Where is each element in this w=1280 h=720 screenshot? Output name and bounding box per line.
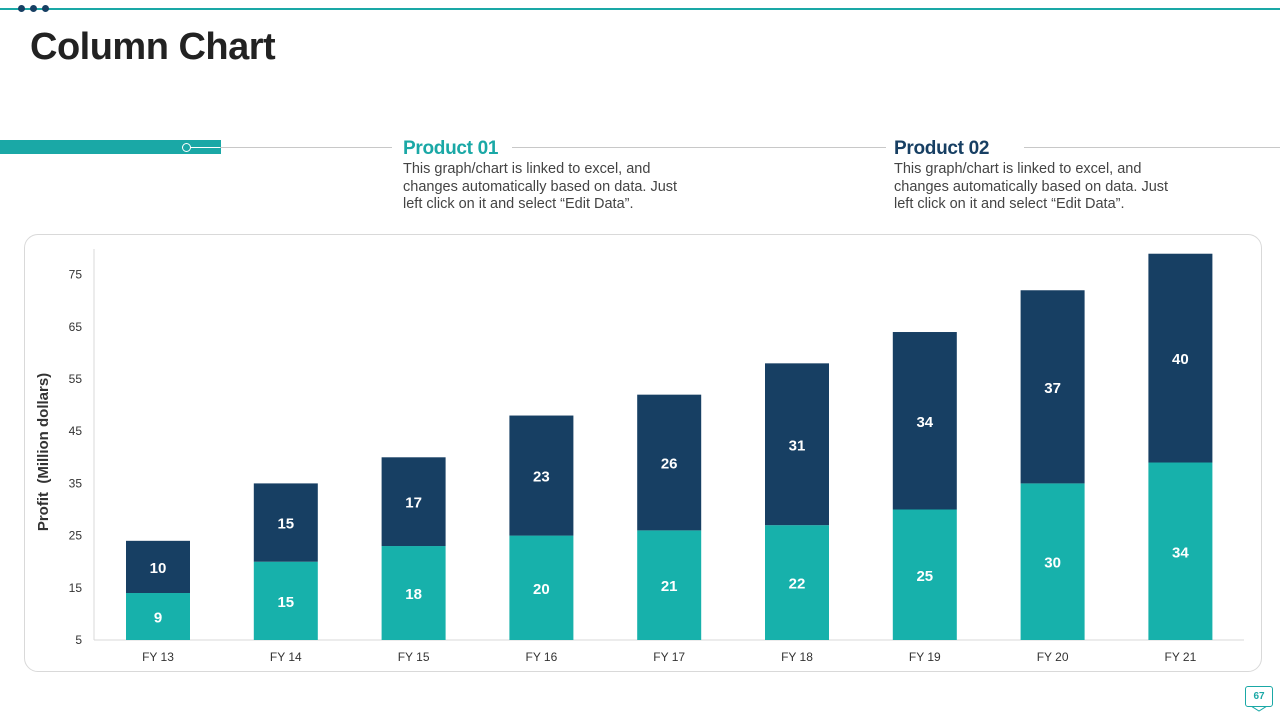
- data-label-product-01: 34: [1172, 544, 1189, 561]
- y-tick-label: 25: [69, 529, 83, 543]
- bar-product-01: [892, 509, 957, 640]
- y-tick-label: 75: [69, 268, 83, 282]
- page-title: Column Chart: [30, 26, 276, 68]
- x-tick-label: FY 19: [909, 650, 941, 664]
- band-line: [182, 147, 392, 148]
- bar-product-02: [892, 332, 957, 510]
- data-label-product-01: 9: [154, 610, 162, 627]
- bar-product-02: [1148, 253, 1213, 463]
- x-tick-label: FY 16: [525, 650, 557, 664]
- chart-bars: [126, 253, 1213, 640]
- page-number-badge: 67: [1245, 686, 1273, 707]
- bar-product-01: [509, 535, 574, 640]
- bar-product-02: [1020, 290, 1085, 484]
- data-label-product-02: 10: [150, 560, 167, 577]
- legend-product-01-title: Product 01: [403, 138, 499, 159]
- y-axis-title: Profit (Million dollars): [35, 373, 52, 531]
- data-label-product-02: 17: [405, 495, 422, 512]
- top-rule: [0, 8, 1280, 10]
- legend-product-02-description: This graph/chart is linked to excel, and…: [894, 161, 1169, 212]
- x-tick-label: FY 21: [1164, 650, 1196, 664]
- legend-divider-2: [1024, 147, 1280, 148]
- data-label-product-02: 23: [533, 469, 550, 486]
- bar-product-01: [253, 561, 318, 640]
- y-tick-label: 65: [69, 320, 83, 334]
- bar-product-02: [509, 415, 574, 536]
- data-label-product-02: 37: [1044, 380, 1061, 397]
- x-tick-label: FY 20: [1037, 650, 1069, 664]
- bar-product-02: [637, 394, 702, 531]
- data-label-product-01: 30: [1044, 555, 1061, 572]
- data-label-product-02: 15: [277, 516, 294, 533]
- data-label-product-01: 20: [533, 581, 550, 598]
- x-tick-label: FY 14: [270, 650, 302, 664]
- data-label-product-01: 22: [789, 576, 806, 593]
- bar-product-01: [126, 593, 190, 640]
- page-badge-tail: [1251, 706, 1267, 712]
- bar-product-02: [765, 363, 829, 526]
- bar-product-01: [381, 546, 446, 640]
- x-tick-label: FY 13: [142, 650, 174, 664]
- legend-product-02: Product 02 This graph/chart is linked to…: [894, 137, 1194, 214]
- data-label-product-01: 25: [916, 568, 933, 585]
- data-label-product-02: 31: [789, 437, 806, 454]
- legend-product-01: Product 01 This graph/chart is linked to…: [403, 137, 703, 214]
- y-tick-label: 45: [69, 424, 83, 438]
- y-tick-label: 55: [69, 372, 83, 386]
- data-label-product-01: 15: [277, 594, 294, 611]
- data-label-product-01: 21: [661, 578, 678, 595]
- bar-product-01: [1148, 462, 1213, 640]
- x-tick-label: FY 15: [398, 650, 430, 664]
- accent-band: [0, 140, 221, 154]
- chart-panel: [24, 234, 1262, 672]
- band-circle: [182, 143, 191, 152]
- y-tick-label: 35: [69, 476, 83, 490]
- bar-product-02: [253, 483, 318, 562]
- chart-labels: 9 10 FY 13 15 15 FY 14 18 17 FY 15 20 23 FY 16 21 26 F…: [142, 351, 1197, 664]
- bar-product-01: [765, 525, 829, 640]
- x-tick-label: FY 18: [781, 650, 813, 664]
- legend-product-02-title: Product 02: [894, 138, 990, 159]
- bar-product-01: [637, 530, 702, 640]
- data-label-product-01: 18: [405, 586, 422, 603]
- data-label-product-02: 26: [661, 456, 678, 473]
- top-dots: [18, 5, 54, 13]
- band-line-highlight: [190, 147, 220, 148]
- bar-product-01: [1020, 483, 1085, 640]
- y-tick-label: 5: [75, 633, 82, 647]
- legend-divider-1: [512, 147, 886, 148]
- bar-product-02: [381, 457, 446, 547]
- data-label-product-02: 40: [1172, 351, 1189, 368]
- bar-product-02: [126, 540, 190, 594]
- data-label-product-02: 34: [916, 414, 933, 431]
- x-tick-label: FY 17: [653, 650, 685, 664]
- legend-product-01-description: This graph/chart is linked to excel, and…: [403, 161, 678, 212]
- y-tick-label: 15: [69, 581, 83, 595]
